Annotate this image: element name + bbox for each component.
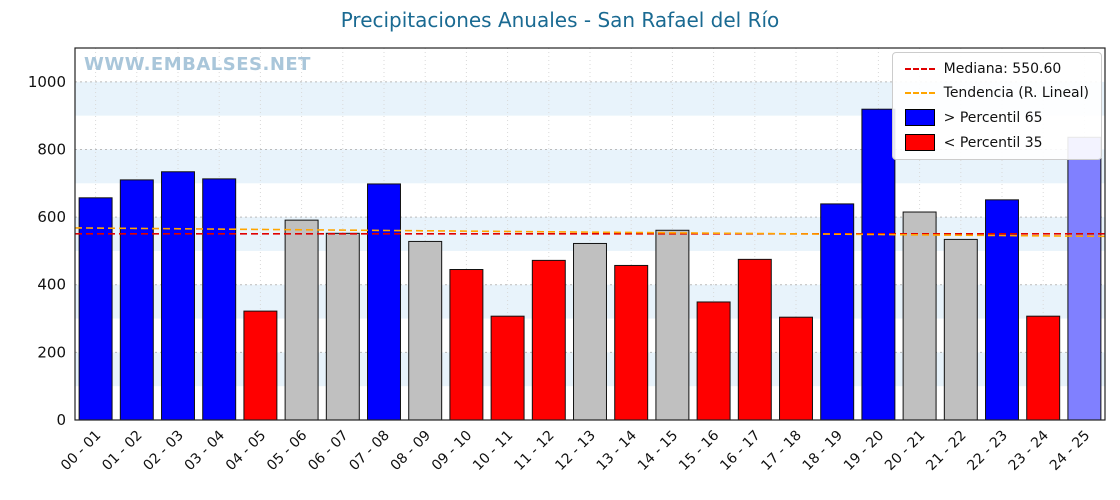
x-tick-label: 14 - 15 xyxy=(635,428,681,474)
bar-13-14 xyxy=(614,264,649,421)
bar-00-01 xyxy=(78,197,113,421)
y-tick-label: 800 xyxy=(37,140,66,158)
x-tick-label: 07 - 08 xyxy=(346,428,392,474)
bar-17-18 xyxy=(779,316,813,421)
x-tick-label: 06 - 07 xyxy=(305,428,351,474)
y-tick-label: 600 xyxy=(37,208,66,226)
bar-08-09 xyxy=(408,240,443,421)
x-tick-label: 17 - 18 xyxy=(758,428,804,474)
y-tick-label: 0 xyxy=(56,411,66,429)
legend-item-median: Mediana: 550.60 xyxy=(904,61,1089,77)
legend-item-trend: Tendencia (R. Lineal) xyxy=(904,85,1089,101)
x-tick-label: 04 - 05 xyxy=(223,428,269,474)
x-tick-label: 22 - 23 xyxy=(964,428,1010,474)
bar-07-08 xyxy=(367,183,401,421)
bar-24-25 xyxy=(1067,136,1102,421)
x-tick-label: 15 - 16 xyxy=(676,427,722,473)
x-tick-label: 16 - 17 xyxy=(717,428,763,474)
bar-10-11 xyxy=(490,315,525,421)
plot-frame xyxy=(74,47,1106,421)
chart-title: Precipitaciones Anuales - San Rafael del… xyxy=(340,8,780,32)
bar-03-04 xyxy=(202,178,237,421)
x-tick-label: 24 - 25 xyxy=(1047,428,1093,474)
bar-22-23 xyxy=(985,199,1019,421)
legend-item-above-p65: > Percentil 65 xyxy=(904,109,1089,126)
red-patch-swatch xyxy=(904,134,935,151)
bar-05-06 xyxy=(284,219,319,421)
x-tick-label: 00 - 01 xyxy=(58,428,104,474)
y-tick-label: 1000 xyxy=(28,73,66,91)
x-tick-label: 11 - 12 xyxy=(511,428,557,474)
bar-02-03 xyxy=(161,171,195,421)
bar-14-15 xyxy=(655,229,690,421)
bar-01-02 xyxy=(119,179,154,421)
bar-15-16 xyxy=(696,301,731,421)
legend-label-below-p35: < Percentil 35 xyxy=(943,134,1043,151)
watermark: WWW.EMBALSES.NET xyxy=(84,54,311,75)
bar-06-07 xyxy=(325,232,360,421)
bar-19-20 xyxy=(861,108,896,421)
y-tick-label: 200 xyxy=(37,343,66,361)
legend-label-above-p65: > Percentil 65 xyxy=(943,109,1043,126)
x-tick-label: 20 - 21 xyxy=(882,428,928,474)
bar-04-05 xyxy=(243,310,278,421)
bar-21-22 xyxy=(943,238,978,421)
legend: Mediana: 550.60 Tendencia (R. Lineal) > … xyxy=(891,52,1102,160)
trend-line xyxy=(74,227,1106,238)
legend-label-trend: Tendencia (R. Lineal) xyxy=(943,85,1089,101)
bar-23-24 xyxy=(1026,315,1061,421)
x-tick-label: 10 - 11 xyxy=(470,428,516,474)
x-tick-label: 09 - 10 xyxy=(429,428,475,474)
bar-20-21 xyxy=(902,211,937,421)
bar-12-13 xyxy=(573,242,607,421)
bar-09-10 xyxy=(449,269,484,421)
x-tick-label: 08 - 09 xyxy=(388,428,434,474)
x-tick-label: 02 - 03 xyxy=(140,428,186,474)
legend-label-median: Mediana: 550.60 xyxy=(943,61,1062,77)
bar-16-17 xyxy=(737,258,772,421)
x-tick-label: 05 - 06 xyxy=(264,427,310,473)
x-tick-label: 12 - 13 xyxy=(552,428,598,474)
x-tick-label: 01 - 02 xyxy=(99,428,145,474)
x-tick-label: 03 - 04 xyxy=(182,427,228,473)
x-tick-label: 21 - 22 xyxy=(923,428,969,474)
x-tick-label: 19 - 20 xyxy=(841,428,887,474)
y-tick-label: 400 xyxy=(37,276,66,294)
bar-11-12 xyxy=(531,259,566,421)
x-tick-label: 18 - 19 xyxy=(800,428,846,474)
x-tick-label: 13 - 14 xyxy=(594,427,640,473)
x-tick-label: 23 - 24 xyxy=(1006,427,1052,473)
blue-patch-swatch xyxy=(904,109,935,126)
median-dashed-line-swatch xyxy=(904,68,935,70)
trend-dashed-line-swatch xyxy=(904,92,935,94)
bar-18-19 xyxy=(820,203,855,421)
legend-item-below-p35: < Percentil 35 xyxy=(904,134,1089,151)
